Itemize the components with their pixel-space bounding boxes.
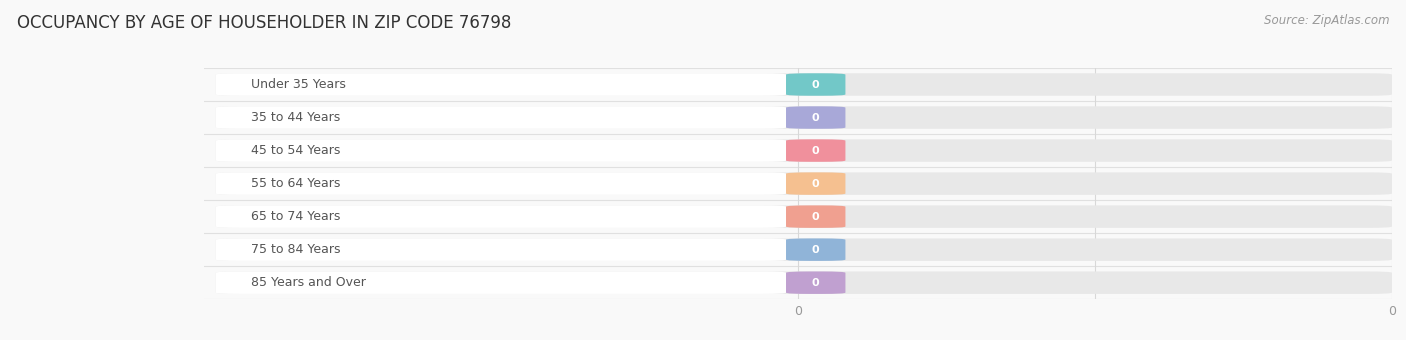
- FancyBboxPatch shape: [215, 238, 786, 261]
- Text: 35 to 44 Years: 35 to 44 Years: [252, 111, 340, 124]
- FancyBboxPatch shape: [215, 271, 1392, 294]
- FancyBboxPatch shape: [215, 106, 1392, 129]
- FancyBboxPatch shape: [215, 73, 1392, 96]
- Text: 75 to 84 Years: 75 to 84 Years: [252, 243, 340, 256]
- FancyBboxPatch shape: [215, 172, 786, 195]
- Text: Under 35 Years: Under 35 Years: [252, 78, 346, 91]
- FancyBboxPatch shape: [215, 238, 1392, 261]
- FancyBboxPatch shape: [215, 172, 1392, 195]
- FancyBboxPatch shape: [786, 271, 845, 294]
- FancyBboxPatch shape: [786, 172, 845, 195]
- FancyBboxPatch shape: [215, 106, 786, 129]
- Text: 0: 0: [811, 278, 820, 288]
- Text: 55 to 64 Years: 55 to 64 Years: [252, 177, 340, 190]
- Text: 0: 0: [811, 245, 820, 255]
- Text: 0: 0: [811, 211, 820, 222]
- FancyBboxPatch shape: [786, 238, 845, 261]
- Text: 0: 0: [811, 80, 820, 89]
- Text: 65 to 74 Years: 65 to 74 Years: [252, 210, 340, 223]
- FancyBboxPatch shape: [215, 205, 1392, 228]
- FancyBboxPatch shape: [786, 73, 845, 96]
- FancyBboxPatch shape: [786, 106, 845, 129]
- FancyBboxPatch shape: [786, 139, 845, 162]
- Text: 0: 0: [811, 146, 820, 156]
- Text: 45 to 54 Years: 45 to 54 Years: [252, 144, 340, 157]
- FancyBboxPatch shape: [215, 271, 786, 294]
- Text: 0: 0: [811, 178, 820, 189]
- FancyBboxPatch shape: [215, 139, 1392, 162]
- FancyBboxPatch shape: [215, 73, 786, 96]
- Text: Source: ZipAtlas.com: Source: ZipAtlas.com: [1264, 14, 1389, 27]
- Text: 85 Years and Over: 85 Years and Over: [252, 276, 367, 289]
- FancyBboxPatch shape: [786, 205, 845, 228]
- FancyBboxPatch shape: [215, 139, 786, 162]
- FancyBboxPatch shape: [215, 205, 786, 228]
- Text: 0: 0: [811, 113, 820, 122]
- Text: OCCUPANCY BY AGE OF HOUSEHOLDER IN ZIP CODE 76798: OCCUPANCY BY AGE OF HOUSEHOLDER IN ZIP C…: [17, 14, 512, 32]
